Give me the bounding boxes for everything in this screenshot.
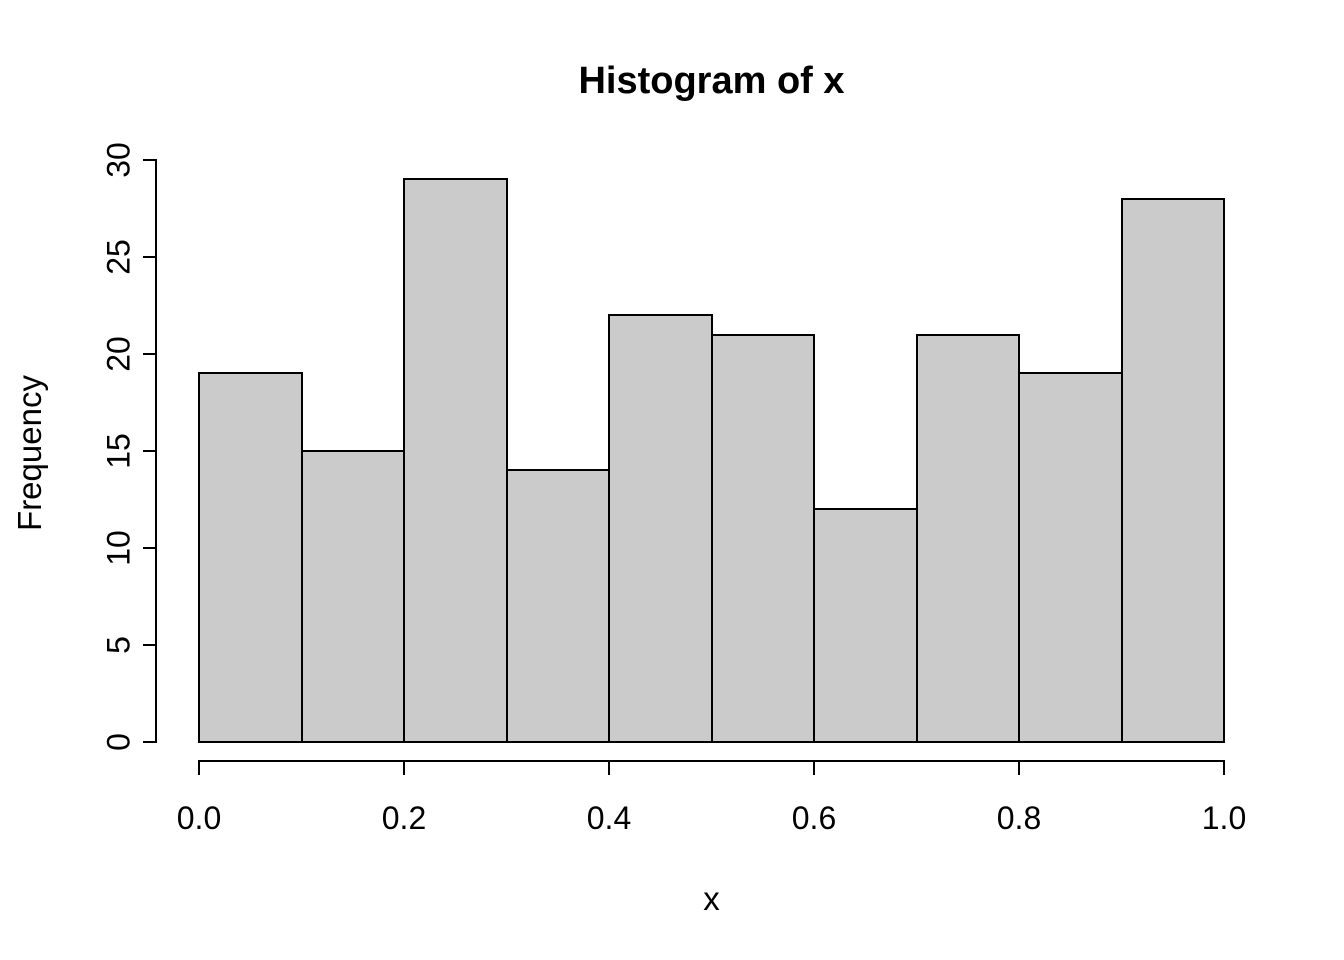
x-axis-line: [198, 760, 1225, 762]
y-tick-label: 0: [100, 733, 137, 751]
histogram-bar: [608, 314, 713, 743]
y-tick-label: 25: [100, 239, 137, 275]
y-axis-line: [155, 159, 157, 743]
chart-title: Histogram of x: [578, 60, 845, 102]
x-tick: [813, 762, 815, 775]
histogram-bar: [506, 469, 610, 743]
y-tick-label: 20: [100, 336, 137, 372]
y-tick-label: 5: [100, 636, 137, 654]
x-tick-label: 0.2: [381, 800, 427, 836]
y-tick: [143, 353, 155, 355]
y-tick-label: 10: [100, 530, 137, 566]
histogram-bar: [198, 372, 303, 743]
x-tick-label: 0.4: [586, 800, 632, 836]
x-tick: [608, 762, 610, 775]
histogram-bar: [1018, 372, 1123, 743]
histogram-bar: [1121, 198, 1225, 743]
x-tick: [1018, 762, 1020, 775]
y-tick: [143, 741, 155, 743]
x-tick: [198, 762, 200, 775]
histogram-bar: [301, 450, 405, 743]
x-tick: [1223, 762, 1225, 775]
x-tick-label: 1.0: [1201, 800, 1247, 836]
y-tick-label: 15: [100, 433, 137, 469]
histogram-bar: [403, 178, 508, 743]
histogram-bar: [813, 508, 918, 743]
y-tick: [143, 256, 155, 258]
y-axis-title: Frequency: [11, 375, 48, 531]
y-tick: [143, 450, 155, 452]
x-tick-label: 0.6: [791, 800, 837, 836]
y-tick: [143, 547, 155, 549]
histogram-bar: [711, 334, 815, 743]
y-tick-label: 30: [100, 142, 137, 178]
x-axis-title: x: [703, 880, 720, 917]
x-tick-label: 0.8: [996, 800, 1042, 836]
x-tick: [403, 762, 405, 775]
y-tick: [143, 644, 155, 646]
histogram-bar: [916, 334, 1020, 743]
y-tick: [143, 159, 155, 161]
x-tick-label: 0.0: [176, 800, 222, 836]
